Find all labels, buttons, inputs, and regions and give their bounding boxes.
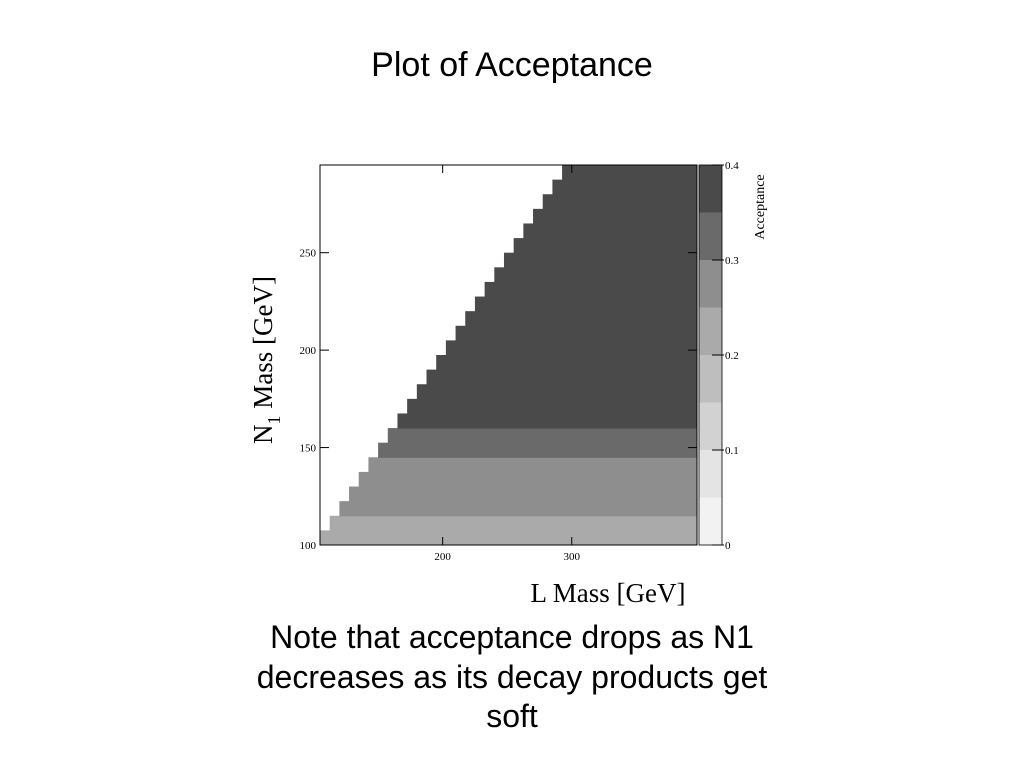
slide-title: Plot of Acceptance	[371, 46, 653, 84]
colorbar-tick-label: 0.4	[725, 160, 739, 172]
heatmap-row	[513, 238, 697, 254]
colorbar-tick-label: 0.2	[725, 350, 739, 362]
heatmap-row	[397, 413, 697, 429]
heatmap-row	[339, 501, 697, 517]
heatmap-row	[407, 398, 697, 414]
heatmap-row	[378, 442, 697, 458]
heatmap-row	[416, 384, 697, 400]
y-tick-label: 200	[300, 345, 317, 357]
colorbar-bin	[699, 212, 722, 260]
heatmap-row	[494, 267, 697, 283]
heatmap-row	[562, 165, 697, 181]
note-line: Note that acceptance drops as N1	[270, 619, 754, 655]
colorbar-bin	[699, 497, 722, 545]
colorbar-bin	[699, 355, 722, 403]
heatmap-row	[368, 457, 697, 473]
plot-frame	[319, 164, 698, 546]
heatmap-row	[426, 369, 697, 385]
heatmap-row	[455, 325, 697, 341]
y-tick-label: 150	[300, 443, 317, 455]
colorbar-bin	[699, 165, 722, 213]
heatmap-row	[474, 296, 697, 312]
colorbar-tick-label: 0	[725, 540, 731, 552]
y-axis-label: N1 Mass [GeV]	[248, 276, 284, 444]
y-tick-label: 100	[300, 540, 317, 552]
heatmap-row	[320, 530, 697, 546]
heatmap-row	[542, 194, 697, 210]
colorbar-bin	[699, 450, 722, 498]
note-line: decreases as its decay products get	[257, 659, 768, 695]
colorbar-tick-label: 0.3	[725, 255, 739, 267]
heatmap-row	[552, 179, 697, 195]
heatmap-row	[533, 208, 697, 224]
heatmap-row	[358, 471, 697, 488]
colorbar-label: Acceptance	[753, 174, 768, 239]
x-tick-label: 300	[564, 551, 581, 563]
y-label-main: N	[248, 424, 278, 444]
heatmap-row	[484, 281, 697, 298]
colorbar-bin	[699, 260, 722, 308]
x-tick-label: 200	[434, 551, 451, 563]
heatmap-row	[349, 486, 697, 502]
colorbar-tick-label: 0.1	[725, 445, 739, 457]
y-label-sub: 1	[264, 415, 284, 424]
heatmap-row	[445, 340, 697, 356]
heatmap-row	[465, 311, 697, 327]
colorbar-bin	[699, 402, 722, 450]
heatmap-row	[387, 428, 697, 444]
heatmap-row	[436, 355, 697, 371]
heatmap-row	[329, 515, 697, 531]
x-axis-label: L Mass [GeV]	[531, 578, 686, 608]
colorbar-bin	[699, 307, 722, 355]
y-label-rest: Mass [GeV]	[248, 276, 278, 415]
heatmap-row	[503, 252, 697, 268]
note-line: soft	[486, 698, 538, 734]
y-tick-label: 250	[300, 248, 317, 260]
heatmap-row	[523, 223, 697, 239]
note: Note that acceptance drops as N1 decreas…	[257, 619, 768, 734]
